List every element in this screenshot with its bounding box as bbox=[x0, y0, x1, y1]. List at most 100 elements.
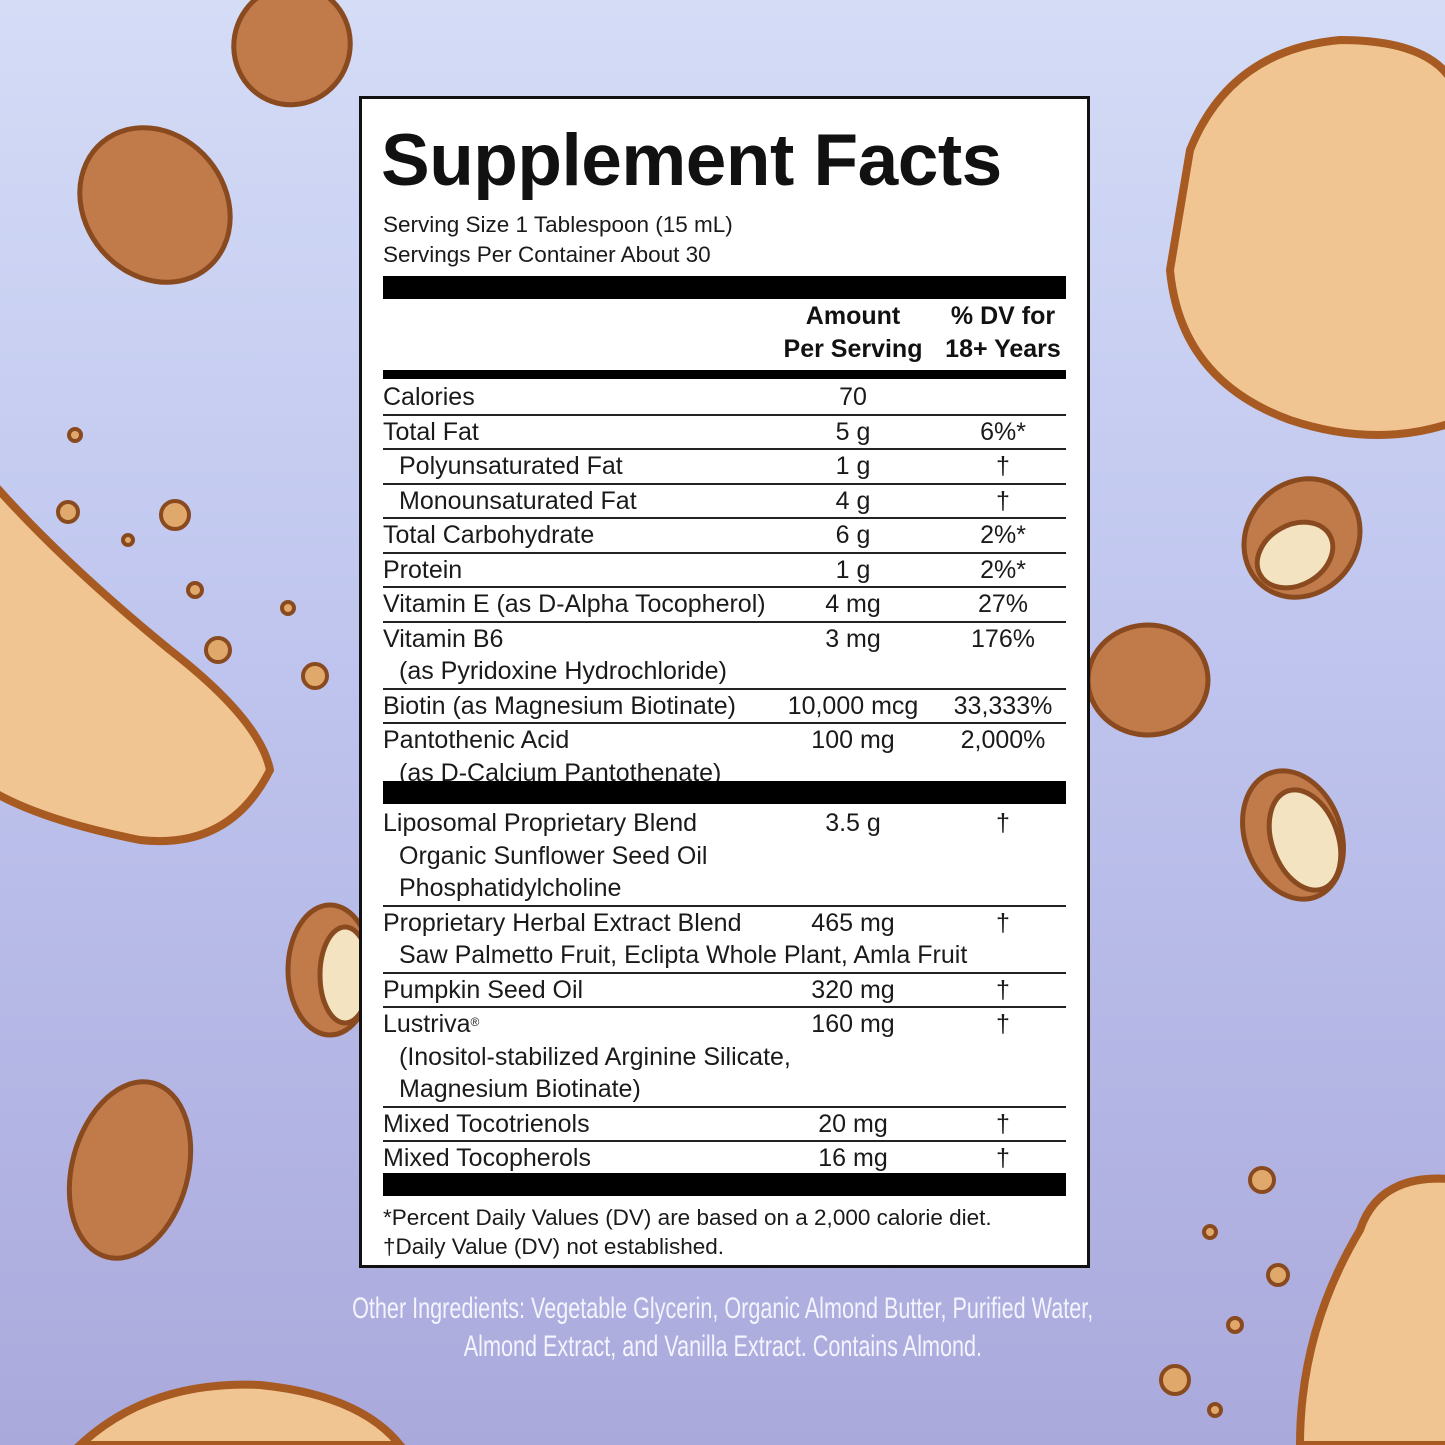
row-name: Calories bbox=[383, 381, 1066, 414]
table-row: Biotin (as Magnesium Biotinate) 10,000 mc… bbox=[383, 690, 1066, 724]
row-dv-text: 27% bbox=[977, 590, 1029, 618]
amount-header-line1: Amount bbox=[805, 302, 901, 330]
row-dv-text: † bbox=[996, 975, 1010, 1004]
row-amount-text: 465 mg bbox=[811, 908, 895, 937]
row-dv-text: † bbox=[996, 809, 1010, 837]
cookie-icon bbox=[0, 35, 1445, 1445]
row-name-text: Pantothenic Acid bbox=[383, 726, 570, 754]
row-name-text: Calories bbox=[383, 383, 475, 411]
row-name-text: Liposomal Proprietary Blend bbox=[383, 809, 698, 837]
row-dv-text: † bbox=[996, 908, 1010, 937]
other-ingredients-line1: Other Ingredients: Vegetable Glycerin, O… bbox=[351, 1292, 1094, 1325]
row-dv-text: 176% bbox=[971, 624, 1035, 653]
row-name-text: Proprietary Herbal Extract Blend bbox=[383, 908, 742, 937]
row-dv-text: † bbox=[996, 1109, 1010, 1138]
table-row: Proprietary Herbal Extract Blend Saw Palm… bbox=[383, 907, 1066, 974]
almond-half-icon bbox=[285, 476, 1363, 1038]
row-name: Monounsaturated Fat bbox=[383, 485, 1066, 518]
row-amount-text: 6 g bbox=[835, 521, 871, 549]
row-sub-text: Organic Sunflower Seed Oil bbox=[399, 841, 708, 870]
table-row: Mixed Tocopherols 16 mg † bbox=[383, 1142, 1066, 1175]
row-name-text: Vitamin E (as D-Alpha Tocopherol) bbox=[383, 590, 766, 618]
table-row: Protein 1 g 2%* bbox=[383, 554, 1066, 588]
table-row: Total Fat 5 g 6%* bbox=[383, 416, 1066, 450]
row-sub-text: Saw Palmetto Fruit, Eclipta Whole Plant,… bbox=[399, 941, 968, 969]
row-name: Mixed Tocopherols bbox=[383, 1142, 1066, 1175]
row-name: Liposomal Proprietary Blend bbox=[383, 807, 1066, 840]
row-name: Total Carbohydrate bbox=[383, 519, 1066, 552]
table-row: Vitamin B6 (as Pyridoxine Hydrochloride) 3… bbox=[383, 623, 1066, 690]
row-name-text: Polyunsaturated Fat bbox=[399, 452, 623, 480]
row-amount-text: 100 mg bbox=[811, 726, 895, 754]
row-name-text: Monounsaturated Fat bbox=[399, 486, 637, 515]
row-name-text: Pumpkin Seed Oil bbox=[383, 975, 584, 1004]
table-row: Calories 70 bbox=[383, 381, 1066, 416]
table-row: Pumpkin Seed Oil 320 mg † bbox=[383, 974, 1066, 1008]
amount-column-header: Amount Per Serving bbox=[773, 300, 933, 366]
dv-column-header: % DV for 18+ Years bbox=[938, 300, 1068, 366]
row-amount-text: 320 mg bbox=[811, 975, 895, 1004]
row-dv-text: † bbox=[996, 1010, 1010, 1038]
row-amount-text: 3.5 g bbox=[825, 809, 881, 837]
almond-icon bbox=[66, 0, 1211, 1261]
blend-table: Liposomal Proprietary Blend Organic Sunfl… bbox=[383, 807, 1066, 1175]
row-amount-text: 3 mg bbox=[825, 624, 881, 653]
nutrient-table: Calories 70 Total Fat 5 g 6%* Polyunsaturated… bbox=[383, 381, 1066, 789]
row-sub-text: Phosphatidylcholine bbox=[399, 874, 622, 902]
row-name-text: Biotin (as Magnesium Biotinate) bbox=[383, 691, 736, 720]
row-amount-text: 16 mg bbox=[818, 1144, 888, 1172]
medium-divider bbox=[383, 370, 1066, 379]
row-name: Protein bbox=[383, 554, 1066, 587]
table-row: Mixed Tocotrienols 20 mg † bbox=[383, 1108, 1066, 1142]
table-row: Polyunsaturated Fat 1 g † bbox=[383, 450, 1066, 485]
row-amount-text: 160 mg bbox=[811, 1010, 895, 1038]
crumb-icon bbox=[56, 427, 1290, 1418]
row-name: Pantothenic Acid bbox=[383, 724, 1066, 757]
row-amount-text: 4 g bbox=[835, 486, 871, 515]
table-row: Pantothenic Acid (as D-Calcium Pantothena… bbox=[383, 724, 1066, 789]
row-amount-text: 4 mg bbox=[825, 590, 881, 618]
row-dv-text: † bbox=[996, 486, 1010, 515]
row-name: Mixed Tocotrienols bbox=[383, 1108, 1066, 1141]
dv-header-line2: 18+ Years bbox=[945, 335, 1061, 363]
registered-mark: ® bbox=[470, 1015, 480, 1029]
servings-per-container: Servings Per Container About 30 bbox=[383, 242, 711, 267]
dv-header-line1: % DV for bbox=[950, 302, 1056, 330]
row-dv-text: † bbox=[996, 452, 1010, 480]
row-name-text: Total Fat bbox=[383, 417, 479, 446]
table-row: Vitamin E (as D-Alpha Tocopherol) 4 mg 27% bbox=[383, 588, 1066, 623]
row-dv-text: 2%* bbox=[980, 521, 1026, 549]
thick-divider bbox=[383, 781, 1066, 804]
row-name: Lustriva® bbox=[383, 1008, 1066, 1041]
other-ingredients-line2: Almond Extract, and Vanilla Extract. Con… bbox=[463, 1330, 982, 1363]
row-amount-text: 5 g bbox=[835, 417, 871, 446]
row-amount-text: 10,000 mcg bbox=[787, 691, 919, 720]
row-name-text: Total Carbohydrate bbox=[383, 521, 595, 549]
table-row: Liposomal Proprietary Blend Organic Sunfl… bbox=[383, 807, 1066, 907]
serving-size: Serving Size 1 Tablespoon (15 mL) bbox=[383, 212, 733, 237]
supplement-facts-panel: Supplement Facts Serving Size 1 Tablespo… bbox=[359, 96, 1090, 1268]
footnote-dv-not-established: †Daily Value (DV) not established. bbox=[383, 1234, 725, 1259]
row-dv-text: 2,000% bbox=[960, 726, 1046, 754]
table-row: Lustriva® (Inositol-stabilized Arginine S… bbox=[383, 1008, 1066, 1108]
row-dv-text: 33,333% bbox=[953, 691, 1053, 720]
row-amount-text: 70 bbox=[839, 383, 867, 411]
row-name: Vitamin E (as D-Alpha Tocopherol) bbox=[383, 588, 1066, 621]
row-name-text: Mixed Tocotrienols bbox=[383, 1109, 590, 1138]
row-amount-text: 1 g bbox=[835, 555, 871, 584]
row-dv-text: † bbox=[996, 1144, 1010, 1172]
row-dv-text: 2%* bbox=[980, 555, 1026, 584]
row-name: Polyunsaturated Fat bbox=[383, 450, 1066, 483]
panel-title: Supplement Facts bbox=[381, 120, 1002, 201]
thick-divider bbox=[383, 276, 1066, 299]
row-amount-text: 20 mg bbox=[818, 1109, 888, 1138]
row-name: Biotin (as Magnesium Biotinate) bbox=[383, 690, 1066, 723]
amount-header-line2: Per Serving bbox=[783, 335, 923, 363]
row-amount-text: 1 g bbox=[835, 452, 871, 480]
other-ingredients: Other Ingredients: Vegetable Glycerin, O… bbox=[0, 1290, 1445, 1366]
row-sub-text: (as Pyridoxine Hydrochloride) bbox=[399, 657, 727, 685]
thick-divider bbox=[383, 1173, 1066, 1196]
footnote-percent-dv: *Percent Daily Values (DV) are based on … bbox=[383, 1205, 992, 1230]
row-name-text: Vitamin B6 bbox=[383, 624, 504, 653]
